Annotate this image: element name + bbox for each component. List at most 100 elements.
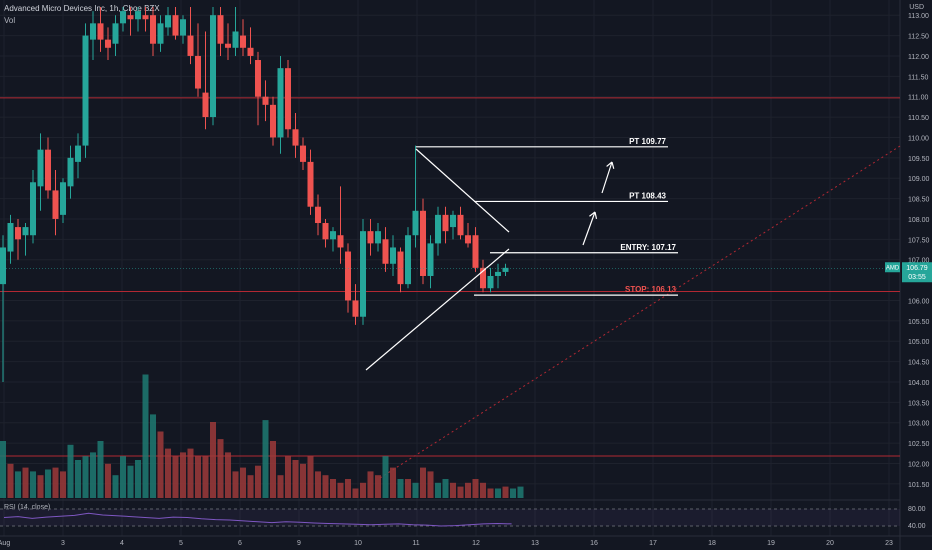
volume-bar <box>45 469 51 498</box>
volume-bar <box>427 471 434 498</box>
volume-bar <box>375 475 381 498</box>
volume-bar <box>120 456 126 498</box>
candle-body <box>397 251 404 285</box>
arrow-head-icon <box>589 211 596 217</box>
price-tick-label: 102.50 <box>908 441 930 448</box>
volume-bar <box>15 471 21 498</box>
candle-body <box>427 243 434 276</box>
candle-body <box>195 55 201 89</box>
volume-bar <box>315 471 321 498</box>
volume-bar <box>390 467 396 498</box>
candle-body <box>292 129 299 146</box>
candle-body <box>375 231 381 244</box>
rsi-band <box>0 509 900 526</box>
triangle-upper-line <box>415 148 510 233</box>
price-tick-label: 105.00 <box>908 339 930 346</box>
candle-body <box>225 43 231 48</box>
target-arrow-icon <box>582 211 596 246</box>
volume-bar <box>277 475 284 498</box>
candle-body <box>352 300 359 317</box>
price-tick-label: 107.00 <box>908 258 930 265</box>
volume-bar <box>165 448 171 498</box>
time-tick-label: 13 <box>531 540 539 547</box>
volume-bar <box>450 482 456 498</box>
candle-body <box>97 23 104 40</box>
candle-body <box>270 104 276 138</box>
volume-bar <box>412 482 419 498</box>
volume-bar <box>112 475 119 498</box>
triangle-lower-line <box>365 248 510 371</box>
candle-body <box>480 267 486 289</box>
candle-body <box>442 214 449 232</box>
volume-bar <box>330 479 336 498</box>
volume-bar <box>127 465 134 498</box>
candle-body <box>157 23 164 44</box>
last-price-tag <box>902 262 932 283</box>
candle-body <box>330 231 336 240</box>
price-tick-label: 102.00 <box>908 461 930 468</box>
candle-body <box>337 235 344 248</box>
volume-bar <box>517 486 524 498</box>
arrow-head-icon <box>611 161 615 169</box>
candle-body <box>45 149 51 191</box>
candle-body <box>7 223 14 252</box>
candle-body <box>150 15 156 44</box>
price-tick-label: 104.50 <box>908 360 930 367</box>
price-tick-label: 105.50 <box>908 319 930 326</box>
candle-body <box>67 157 74 187</box>
price-tick-label: 110.50 <box>908 115 929 122</box>
price-tick-label: 111.00 <box>908 95 928 102</box>
volume-bar <box>397 479 404 498</box>
volume-bar <box>367 471 374 498</box>
volume-bar <box>442 479 449 498</box>
candle-body <box>457 214 464 236</box>
candle-body <box>412 210 419 236</box>
volume-bar <box>37 475 44 498</box>
time-tick-label: 10 <box>354 540 362 547</box>
candle-body <box>502 267 509 272</box>
volume-bar <box>465 482 471 498</box>
candle-body <box>30 182 36 236</box>
price-tick-label: 103.00 <box>908 421 930 428</box>
volume-bar <box>502 486 509 498</box>
candle-body <box>135 11 141 20</box>
volume-bar <box>510 488 516 498</box>
volume-bar <box>352 488 359 498</box>
volume-bar <box>7 463 14 498</box>
volume-bar <box>262 420 269 498</box>
level-label: PT 109.77 <box>629 137 666 146</box>
volume-bar <box>480 482 486 498</box>
candle-body <box>487 275 494 289</box>
level-label: PT 108.43 <box>629 191 666 200</box>
volume-bar <box>495 488 501 498</box>
volume-bar <box>60 471 66 498</box>
volume-bar <box>225 452 231 498</box>
volume-bar <box>142 374 149 498</box>
volume-bar <box>30 471 36 498</box>
target-arrow-icon <box>601 161 613 194</box>
volume-bar <box>300 463 306 498</box>
volume-bar <box>75 460 81 498</box>
price-tick-label: 101.50 <box>908 482 930 489</box>
volume-bar <box>232 471 239 498</box>
price-tick-label: 104.00 <box>908 380 930 387</box>
time-tick-label: 3 <box>61 540 65 547</box>
last-price-value: 106.79 <box>906 265 928 272</box>
time-tick-label: 12 <box>472 540 480 547</box>
time-tick-label: 11 <box>412 540 419 547</box>
volume-bar <box>360 482 366 498</box>
time-tick-label: 5 <box>179 540 183 547</box>
candle-body <box>165 15 171 28</box>
volume-bar <box>240 467 246 498</box>
volume-bar <box>292 460 299 498</box>
time-tick-label: 20 <box>826 540 834 547</box>
volume-bar <box>135 460 141 498</box>
candle-body <box>495 271 501 276</box>
price-tick-label: 113.00 <box>908 13 929 20</box>
candle-body <box>112 23 119 44</box>
volume-bar <box>420 467 426 498</box>
last-price-countdown: 03:55 <box>908 274 926 281</box>
volume-bar <box>405 479 411 498</box>
price-tick-label: 109.50 <box>908 156 930 163</box>
